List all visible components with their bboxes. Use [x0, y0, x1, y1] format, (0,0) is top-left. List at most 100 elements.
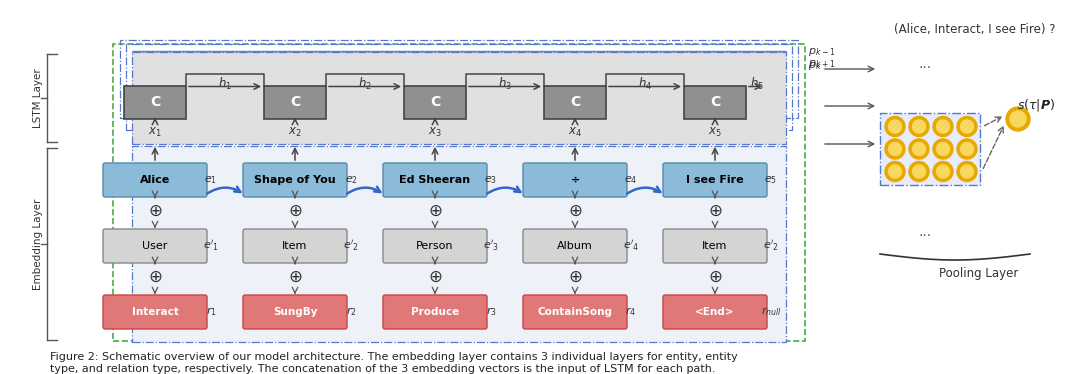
Text: $e_2$: $e_2$ [345, 174, 357, 186]
Text: $\oplus$: $\oplus$ [707, 268, 723, 286]
Circle shape [1010, 111, 1026, 127]
Text: C: C [430, 95, 441, 109]
Text: $\oplus$: $\oplus$ [568, 268, 582, 286]
Text: C: C [710, 95, 720, 109]
FancyBboxPatch shape [243, 295, 347, 329]
Bar [544, 86, 606, 119]
Text: C: C [289, 95, 300, 109]
Bar [880, 113, 980, 185]
FancyBboxPatch shape [243, 163, 347, 197]
Text: Figure 2: Schematic overview of our model architecture. The embedding layer cont: Figure 2: Schematic overview of our mode… [50, 352, 738, 374]
Text: Ed Sheeran: Ed Sheeran [400, 175, 471, 185]
Circle shape [909, 116, 929, 137]
Text: $r_2$: $r_2$ [346, 306, 356, 318]
FancyBboxPatch shape [523, 229, 627, 263]
Text: $p_{k+1}$: $p_{k+1}$ [808, 58, 836, 70]
Text: $h_2$: $h_2$ [359, 76, 372, 92]
Circle shape [889, 165, 902, 178]
Text: Item: Item [702, 241, 728, 251]
Bar [404, 86, 465, 119]
Text: $h_5$: $h_5$ [750, 76, 764, 92]
FancyBboxPatch shape [103, 295, 207, 329]
Bar [132, 146, 786, 342]
Bar [120, 40, 798, 118]
Text: User: User [143, 241, 167, 251]
Text: Interact: Interact [132, 307, 178, 317]
Text: $e'_2$: $e'_2$ [762, 239, 779, 254]
Text: $\oplus$: $\oplus$ [148, 202, 162, 220]
Bar [264, 86, 326, 119]
FancyBboxPatch shape [383, 163, 487, 197]
Text: Item: Item [282, 241, 308, 251]
Text: $x_5$: $x_5$ [708, 125, 721, 138]
Text: $h_1$: $h_1$ [218, 76, 232, 92]
Text: $h_3$: $h_3$ [498, 76, 512, 92]
Text: Shape of You: Shape of You [254, 175, 336, 185]
Circle shape [913, 120, 926, 133]
FancyBboxPatch shape [663, 163, 767, 197]
Circle shape [913, 142, 926, 156]
Text: $x_2$: $x_2$ [288, 125, 301, 138]
Text: $p_{k-1}$: $p_{k-1}$ [808, 46, 836, 58]
Circle shape [957, 116, 977, 137]
FancyBboxPatch shape [243, 229, 347, 263]
Text: $r_1$: $r_1$ [205, 306, 216, 318]
Text: $e_3$: $e_3$ [485, 174, 498, 186]
Text: $\oplus$: $\oplus$ [287, 268, 302, 286]
FancyBboxPatch shape [103, 163, 207, 197]
Text: LSTM Layer: LSTM Layer [33, 68, 43, 128]
Text: $s(\tau|\boldsymbol{P})$: $s(\tau|\boldsymbol{P})$ [1017, 97, 1055, 113]
Text: $e_4$: $e_4$ [624, 174, 637, 186]
FancyBboxPatch shape [523, 163, 627, 197]
Text: $e_5$: $e_5$ [765, 174, 778, 186]
Bar [684, 86, 746, 119]
Text: ContainSong: ContainSong [538, 307, 612, 317]
Circle shape [960, 142, 973, 156]
Bar [126, 44, 792, 130]
Circle shape [889, 142, 902, 156]
Circle shape [885, 139, 905, 159]
Text: $e'_1$: $e'_1$ [203, 239, 219, 254]
Text: $x_4$: $x_4$ [568, 125, 582, 138]
Text: $r_4$: $r_4$ [625, 306, 636, 318]
Text: C: C [570, 95, 580, 109]
Text: Produce: Produce [410, 307, 459, 317]
Text: Alice: Alice [140, 175, 171, 185]
Text: $e'_4$: $e'_4$ [623, 239, 639, 254]
Text: $\oplus$: $\oplus$ [287, 202, 302, 220]
Text: Embedding Layer: Embedding Layer [33, 198, 43, 290]
Text: $r_3$: $r_3$ [486, 306, 497, 318]
Circle shape [933, 116, 953, 137]
Text: $r_{null}$: $r_{null}$ [760, 306, 781, 318]
Text: Pooling Layer: Pooling Layer [940, 267, 1018, 280]
Text: $h_4$: $h_4$ [638, 76, 652, 92]
Circle shape [960, 165, 973, 178]
Text: Album: Album [557, 241, 593, 251]
Circle shape [957, 139, 977, 159]
Text: SungBy: SungBy [273, 307, 318, 317]
Circle shape [885, 116, 905, 137]
Circle shape [889, 120, 902, 133]
Bar [132, 52, 786, 144]
Circle shape [909, 162, 929, 181]
Text: $x_3$: $x_3$ [428, 125, 442, 138]
Text: $e'_3$: $e'_3$ [483, 239, 499, 254]
Text: Person: Person [416, 241, 454, 251]
FancyBboxPatch shape [663, 229, 767, 263]
Text: $\oplus$: $\oplus$ [428, 202, 442, 220]
Circle shape [936, 142, 949, 156]
Circle shape [933, 139, 953, 159]
Circle shape [1005, 107, 1030, 131]
Text: I see Fire: I see Fire [686, 175, 744, 185]
Text: $\oplus$: $\oplus$ [148, 268, 162, 286]
Text: $\oplus$: $\oplus$ [428, 268, 442, 286]
Text: $e'_2$: $e'_2$ [343, 239, 359, 254]
Text: <End>: <End> [696, 307, 734, 317]
Circle shape [909, 139, 929, 159]
Text: ...: ... [918, 57, 932, 71]
Bar [113, 44, 805, 341]
Circle shape [936, 165, 949, 178]
FancyBboxPatch shape [383, 295, 487, 329]
FancyBboxPatch shape [663, 295, 767, 329]
Text: $\oplus$: $\oplus$ [568, 202, 582, 220]
